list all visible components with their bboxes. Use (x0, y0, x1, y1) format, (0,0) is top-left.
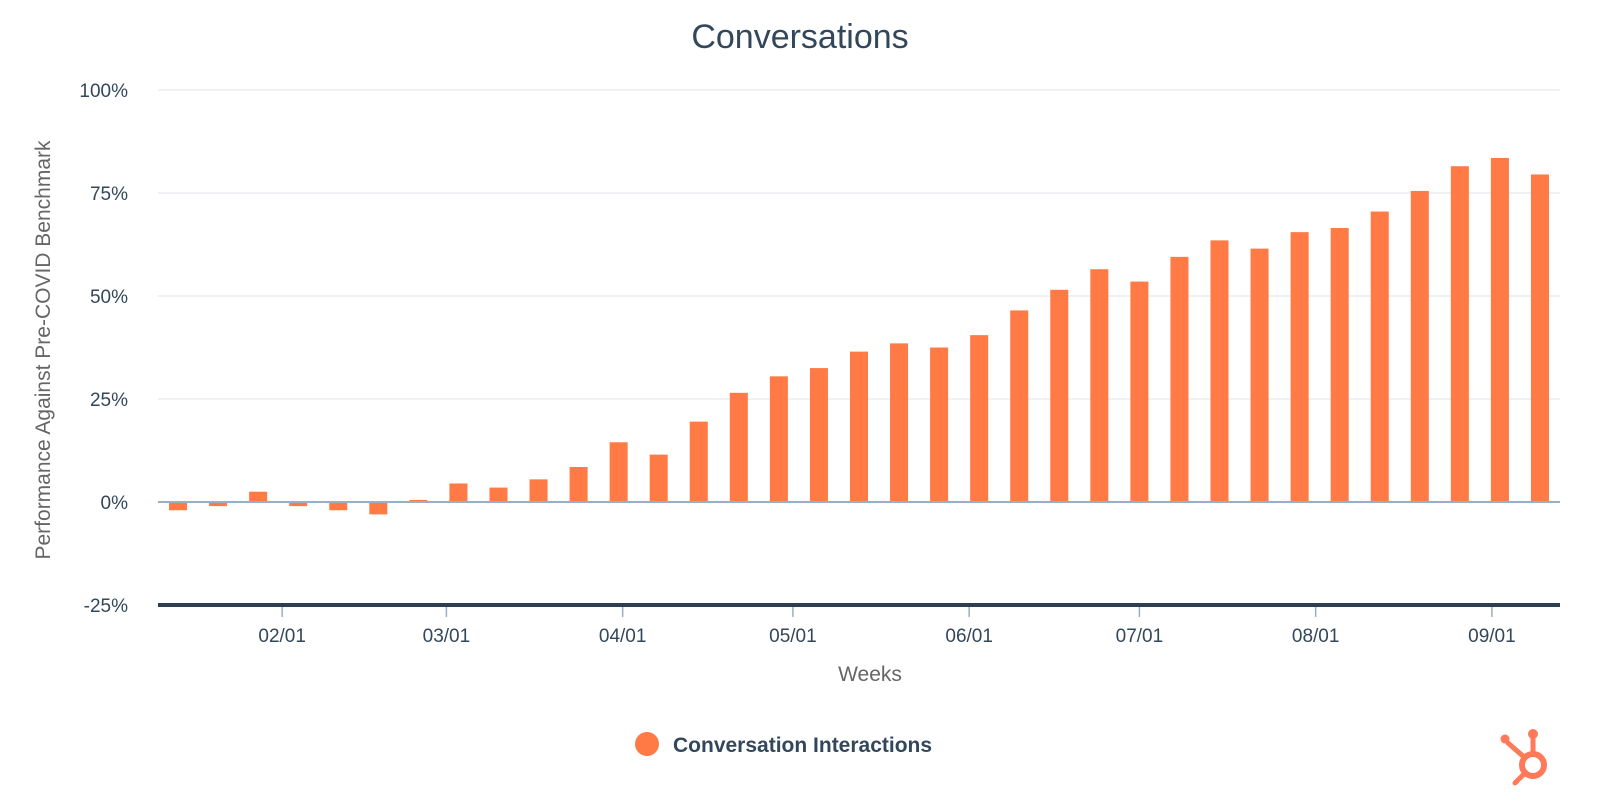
bar[interactable] (649, 454, 668, 502)
bar[interactable] (1370, 211, 1389, 503)
bar[interactable] (729, 392, 748, 502)
x-tick-label: 07/01 (1116, 626, 1164, 647)
y-tick-label: -25% (84, 596, 128, 617)
bar[interactable] (409, 499, 428, 502)
y-tick-label: 100% (79, 81, 128, 102)
x-tick-label: 02/01 (258, 626, 306, 647)
bar[interactable] (970, 335, 989, 502)
bar[interactable] (849, 351, 869, 502)
bar[interactable] (1410, 190, 1429, 502)
bars (169, 157, 1549, 515)
hubspot-sprocket-icon (1500, 729, 1547, 786)
x-tick-label: 03/01 (423, 626, 471, 647)
bar[interactable] (1010, 310, 1029, 502)
chart-title: Conversations (691, 18, 908, 56)
bar[interactable] (169, 502, 188, 511)
x-tick-label: 05/01 (769, 626, 817, 647)
bar[interactable] (529, 479, 548, 502)
sprocket-node-top (1528, 729, 1538, 739)
bar[interactable] (209, 502, 228, 507)
bar[interactable] (689, 421, 708, 502)
bar[interactable] (1450, 166, 1469, 502)
bar[interactable] (609, 442, 628, 502)
bar[interactable] (369, 502, 388, 515)
bar[interactable] (1290, 232, 1309, 502)
x-axis-title: Weeks (838, 663, 902, 686)
bar[interactable] (769, 376, 788, 502)
bar[interactable] (569, 466, 588, 502)
bar[interactable] (809, 368, 828, 502)
y-tick-label: 25% (90, 390, 128, 411)
bar[interactable] (1250, 248, 1269, 502)
sprocket-spoke-left (1505, 740, 1527, 760)
x-tick-label: 08/01 (1292, 626, 1340, 647)
bar[interactable] (930, 347, 949, 503)
y-tick-label: 75% (90, 184, 128, 205)
bar[interactable] (1130, 281, 1149, 502)
bar[interactable] (1330, 228, 1349, 502)
sprocket-node-left (1500, 734, 1510, 744)
legend-label[interactable]: Conversation Interactions (673, 734, 932, 757)
bar[interactable] (1490, 157, 1509, 503)
bar[interactable] (289, 502, 308, 507)
x-tick-label: 06/01 (945, 626, 993, 647)
bar[interactable] (449, 483, 468, 502)
x-axis (158, 501, 1560, 607)
bar[interactable] (329, 502, 348, 511)
bar[interactable] (1170, 256, 1189, 502)
x-tick-label: 09/01 (1468, 626, 1516, 647)
y-tick-label: 0% (101, 493, 129, 514)
y-axis-title: Performance Against Pre-COVID Benchmark (32, 140, 55, 559)
legend-marker[interactable] (635, 732, 659, 756)
y-axis-ticks: 100% 75% 50% 25% 0% -25% (79, 81, 128, 617)
bar[interactable] (1090, 269, 1109, 502)
y-tick-label: 50% (90, 287, 128, 308)
bar[interactable] (1210, 240, 1229, 502)
x-axis-ticks: 02/01 03/01 04/01 05/01 06/01 07/01 08/01 09/01 (258, 607, 1516, 647)
bar[interactable] (890, 343, 909, 502)
bar[interactable] (1050, 289, 1069, 502)
bar[interactable] (489, 487, 508, 502)
bar[interactable] (249, 491, 268, 502)
bar[interactable] (1530, 174, 1549, 502)
sprocket-spoke-bottom (1512, 770, 1528, 786)
x-tick-label: 04/01 (599, 626, 647, 647)
legend[interactable]: Conversation Interactions (635, 732, 932, 757)
